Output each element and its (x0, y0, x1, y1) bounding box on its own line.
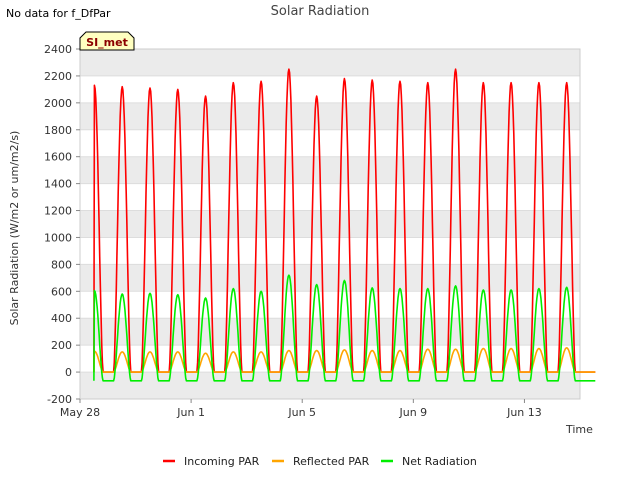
y-tick-label: 1800 (44, 124, 72, 137)
background-band (80, 210, 580, 238)
legend-label: Net Radiation (402, 455, 477, 468)
x-axis-label: Time (565, 423, 593, 436)
y-tick-label: 2000 (44, 97, 72, 110)
plot-frame (79, 48, 581, 400)
legend-label: Incoming PAR (184, 455, 260, 468)
site-badge-label: SI_met (86, 36, 128, 49)
x-axis-ticks: May 28 Jun 1 Jun 5 Jun 9 Jun 13 (60, 399, 542, 419)
x-tick-label: Jun 13 (506, 406, 542, 419)
y-tick-label: 400 (51, 312, 72, 325)
y-tick-label: 600 (51, 285, 72, 298)
background-band (80, 102, 580, 130)
y-tick-label: 2200 (44, 70, 72, 83)
no-data-note: No data for f_DfPar (6, 7, 111, 20)
series-line-net-radiation (93, 274, 596, 382)
y-tick-label: 1400 (44, 178, 72, 191)
x-tick-label: Jun 9 (398, 406, 427, 419)
series-line-incoming-par (93, 68, 596, 373)
y-axis-ticks: -200 0 200 400 600 800 1000 1200 1400 1600 1800 200… (44, 43, 80, 406)
chart-title: Solar Radiation (270, 4, 370, 19)
y-tick-label: 2400 (44, 43, 72, 56)
background-band (80, 318, 580, 346)
background-band (80, 264, 580, 292)
y-tick-label: 800 (51, 258, 72, 271)
y-tick-label: -200 (47, 393, 72, 406)
x-tick-label: Jun 1 (176, 406, 205, 419)
y-axis-label: Solar Radiation (W/m2 or um/m2/s) (8, 131, 21, 326)
background-bands (80, 49, 580, 399)
legend: Incoming PAR Reflected PAR Net Radiation (163, 455, 477, 468)
background-band (80, 49, 580, 76)
y-tick-label: 1000 (44, 231, 72, 244)
y-tick-label: 0 (65, 366, 72, 379)
x-tick-label: Jun 5 (287, 406, 316, 419)
y-tick-label: 1200 (44, 205, 72, 218)
y-tick-label: 1600 (44, 151, 72, 164)
series-lines (93, 68, 596, 382)
site-badge: SI_met (79, 31, 135, 51)
legend-label: Reflected PAR (293, 455, 370, 468)
background-band (80, 156, 580, 184)
y-tick-label: 200 (51, 339, 72, 352)
x-tick-label: May 28 (60, 406, 100, 419)
background-band (80, 372, 580, 399)
